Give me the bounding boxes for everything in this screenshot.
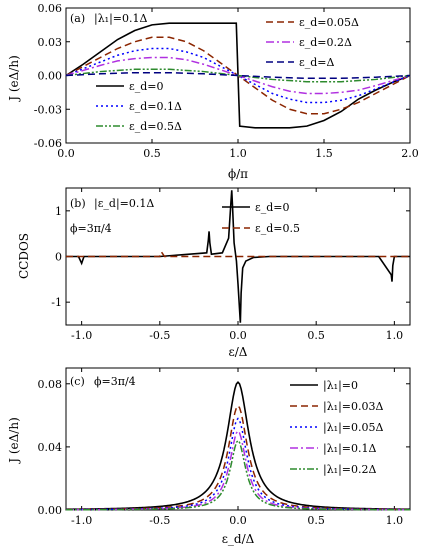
- panel-b-legend-label-0: ε_d=0: [255, 201, 289, 214]
- panel-c-label: (c): [70, 375, 85, 388]
- panel-c-legend-label-0: |λ₁|=0: [323, 379, 358, 393]
- panel-b-label: (b): [70, 197, 86, 210]
- panel-c-legend-label-2: |λ₁|=0.05Δ: [323, 421, 384, 435]
- panel-b-legend: ε_d=0 ε_d=0.5: [222, 201, 300, 235]
- panel-c-ytick-label: 0.08: [38, 378, 63, 391]
- panel-a-legend-label-4: ε_d=0.5Δ: [129, 120, 182, 133]
- panel-a-xtick-label: 2.0: [401, 147, 419, 160]
- panel-a-ytick-label: 0.00: [38, 70, 63, 83]
- panel-b-xlabel: ε/Δ: [229, 345, 248, 359]
- panel-a-ytick-label: 0.03: [38, 36, 63, 49]
- panel-a-xtick-label: 1.0: [229, 147, 247, 160]
- panel-b-legend-label-1: ε_d=0.5: [255, 222, 300, 235]
- panel-c-ytick-label: 0.04: [38, 441, 63, 454]
- panel-a-legend-label-5: ε_d=Δ: [299, 56, 334, 69]
- panel-b-series: [66, 190, 410, 323]
- panel-a-series-line-4: [65, 68, 411, 83]
- panel-a-xtick-label: 0.0: [57, 147, 75, 160]
- panel-a-xtick-label: 0.5: [143, 147, 161, 160]
- panel-a: (a) |λ₁|=0.1Δ J (eΔ/h) ϕ/π 0.0 0.5 1.0 1.5 2…: [7, 2, 419, 181]
- panel-a-legend-label-3: ε_d=0.2Δ: [299, 36, 352, 49]
- panel-b-ylabel: CCDOS: [17, 233, 31, 279]
- panel-a-series-line-5: [65, 71, 411, 80]
- panel-c-ytick-label: 0.00: [38, 504, 63, 517]
- panel-c-series-line-4: [66, 439, 410, 511]
- panel-c-xtick-label: 0.0: [229, 514, 247, 527]
- panel-c-series: [65, 381, 411, 511]
- panel-c-xtick-label: 0.5: [307, 514, 325, 527]
- panel-a-series: [65, 22, 411, 129]
- panel-b-series-line-1: [66, 250, 410, 258]
- panel-a-legend-label-1: ε_d=0.05Δ: [299, 16, 359, 29]
- panel-a-legend-label-2: ε_d=0.1Δ: [129, 100, 182, 113]
- panel-a-series-line-2: [65, 47, 411, 104]
- panel-a-ytick-label: -0.03: [34, 103, 62, 116]
- panel-c-series-line-3: [65, 429, 411, 511]
- panel-a-ylabel: J (eΔ/h): [7, 55, 21, 103]
- panel-a-label: (a): [70, 12, 85, 25]
- panel-b-xtick-label: 1.0: [386, 329, 404, 342]
- panel-c-xtick-label: 1.0: [386, 514, 404, 527]
- panel-b-annotation: |ε_d|=0.1Δ: [94, 197, 154, 211]
- panel-c-legend-label-3: |λ₁|=0.1Δ: [323, 442, 377, 456]
- panel-c-frame: [65, 367, 411, 511]
- panel-b: (b) |ε_d|=0.1Δ ϕ=3π/4 CCDOS ε/Δ -1.0 -0.5…: [17, 187, 411, 359]
- panel-b-ytick-label: 1: [55, 205, 62, 218]
- panel-a-ytick-label: -0.06: [34, 137, 62, 150]
- panel-b-ytick-label: 0: [55, 251, 62, 264]
- panel-a-ticks: 0.0 0.5 1.0 1.5 2.0 -0.06 -0.03 0.00 0.03 0.06: [34, 2, 419, 160]
- panel-c: (c) ϕ=3π/4 J (eΔ/h) ε_d/Δ -1.0 -0.5 0.0 0.5…: [7, 367, 411, 546]
- panel-b-xtick-label: -0.5: [149, 329, 170, 342]
- panel-c-xlabel: ε_d/Δ: [222, 532, 255, 546]
- panel-a-annotation: |λ₁|=0.1Δ: [94, 12, 148, 26]
- panel-b-ytick-label: -1: [51, 296, 62, 309]
- panel-c-xtick-label: -0.5: [149, 514, 170, 527]
- panel-c-ticks: -1.0 -0.5 0.0 0.5 1.0 0.00 0.04 0.08: [38, 368, 410, 527]
- panel-c-legend: |λ₁|=0 |λ₁|=0.03Δ |λ₁|=0.05Δ |λ₁|=0.1Δ |λ₁|=…: [290, 379, 384, 477]
- panel-c-legend-label-1: |λ₁|=0.03Δ: [323, 400, 384, 414]
- panel-b-annotation2: ϕ=3π/4: [70, 222, 112, 235]
- panel-c-legend-label-4: |λ₁|=0.2Δ: [323, 463, 377, 477]
- panel-b-xtick-label: 0.0: [229, 329, 247, 342]
- panel-c-annotation: ϕ=3π/4: [94, 375, 136, 388]
- panel-b-xtick-label: -1.0: [71, 329, 92, 342]
- panel-a-xlabel: ϕ/π: [228, 167, 248, 181]
- panel-a-legend-label-0: ε_d=0: [129, 80, 163, 93]
- panel-a-legend: ε_d=0 ε_d=0.1Δ ε_d=0.5Δ ε_d=0.05Δ ε_d=0.2Δ ε_…: [96, 16, 359, 133]
- panel-a-ytick-label: 0.06: [38, 2, 63, 15]
- panel-b-ticks: -1.0 -0.5 0.0 0.5 1.0 -1 0 1: [51, 188, 410, 342]
- panel-c-xtick-label: -1.0: [71, 514, 92, 527]
- panel-a-xtick-label: 1.5: [315, 147, 333, 160]
- panel-c-ylabel: J (eΔ/h): [7, 417, 21, 465]
- panel-b-xtick-label: 0.5: [307, 329, 325, 342]
